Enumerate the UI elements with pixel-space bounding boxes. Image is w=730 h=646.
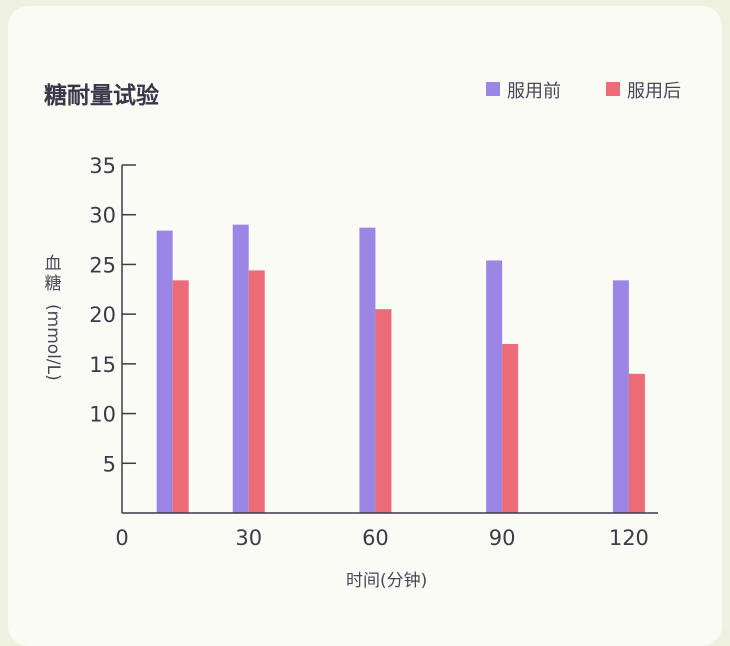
chart-plot: 5 10 15 20 25 30 35 0 30 60 90 120: [89, 154, 658, 550]
bar-before-0: [156, 230, 173, 513]
bar-after-4: [628, 373, 645, 513]
y-tick-label-20: 20: [89, 303, 116, 327]
bar-before-2: [359, 227, 376, 513]
y-axis-title-char-1: 血: [44, 254, 62, 274]
bar-before-4: [612, 280, 629, 513]
x-tick-label-60: 60: [362, 526, 389, 550]
bar-before-3: [486, 260, 503, 513]
y-tick-label-10: 10: [89, 403, 116, 427]
legend-label-after: 服用后: [627, 81, 681, 102]
y-axis-title: 血 糖 (mmol/L): [40, 254, 66, 381]
bar-after-1: [248, 270, 265, 513]
chart-title: 糖耐量试验: [44, 83, 159, 109]
legend-swatch-before: [486, 82, 500, 96]
x-tick-label-90: 90: [489, 526, 516, 550]
bar-after-3: [502, 343, 519, 513]
y-axis-title-unit: (mmol/L): [43, 304, 63, 381]
y-axis-title-char-2: 糖: [44, 274, 62, 294]
legend-swatch-after: [606, 82, 620, 96]
x-tick-label-120: 120: [609, 526, 649, 550]
x-tick-label-30: 30: [235, 526, 262, 550]
legend-label-before: 服用前: [507, 81, 561, 102]
x-axis-title: 时间(分钟): [346, 571, 428, 591]
bar-after-0: [172, 280, 189, 513]
bar-after-2: [375, 309, 392, 513]
y-tick-label-25: 25: [89, 253, 116, 277]
bar-before-1: [232, 224, 249, 513]
y-tick-label-35: 35: [89, 154, 116, 178]
x-tick-label-0: 0: [115, 526, 128, 550]
y-tick-label-5: 5: [103, 452, 116, 476]
y-tick-label-15: 15: [89, 353, 116, 377]
y-tick-label-30: 30: [89, 204, 116, 228]
